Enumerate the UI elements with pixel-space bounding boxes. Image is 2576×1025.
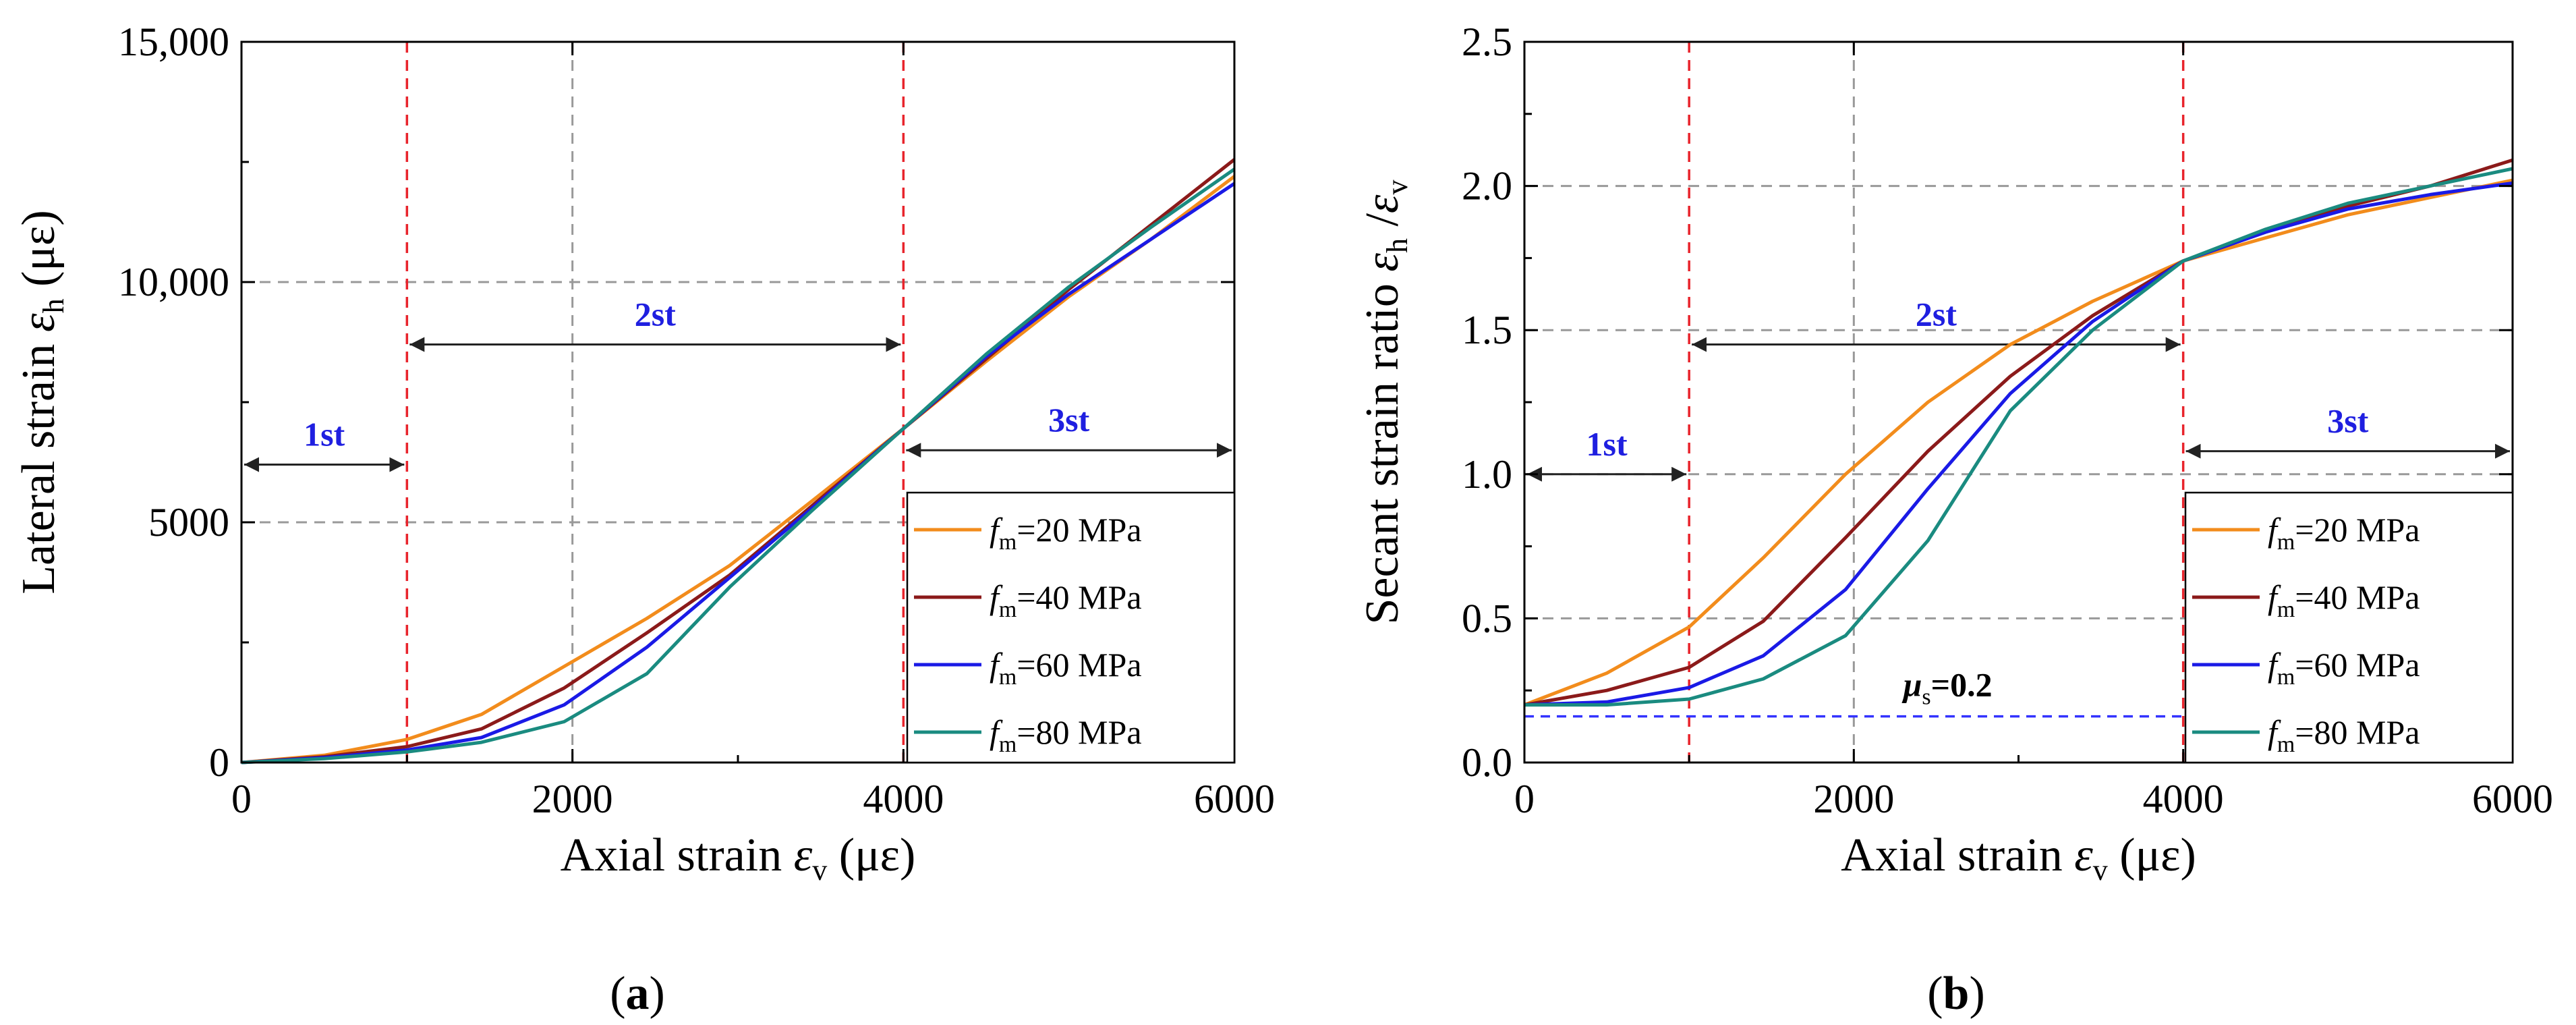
series-line <box>241 167 1236 765</box>
x-tick-label: 4000 <box>863 777 944 821</box>
y-axis-label-text: Lateral strain <box>13 332 65 594</box>
legend-entry-subscript: m <box>999 530 1017 555</box>
x-tick-label: 6000 <box>1194 777 1275 821</box>
x-axis-label: Axial strain εv (με) <box>561 829 916 887</box>
x-axis-label-unit: (με) <box>827 829 915 881</box>
x-axis-label: Axial strain εv (με) <box>1841 829 2196 887</box>
y-axis-label: Lateral strain εh (με) <box>13 210 70 594</box>
x-axis-label-subscript: v <box>2093 854 2108 887</box>
legend-entry-subscript: m <box>999 597 1017 622</box>
series-line <box>241 182 1236 765</box>
y-axis-label-subscript: h <box>1381 238 1414 253</box>
x-tick-label: 2000 <box>1813 777 1894 821</box>
x-axis-label-text: Axial strain <box>561 829 794 881</box>
series-line <box>1524 178 2513 707</box>
panel-b: μs=0.2 1st 2st 3st 0 2000 4000 6000 0.0 0.5 1.0 1.5… <box>1356 20 2553 1020</box>
stage-label: 2st <box>1916 296 1957 333</box>
legend-box <box>906 491 1236 764</box>
stage-label: 3st <box>2327 402 2368 440</box>
legend-entry: fm=80 MPa <box>2268 713 2420 757</box>
panel-a: 1st 2st 3st 0 2000 4000 6000 0 5000 10,000 15,000 A… <box>13 20 1275 1020</box>
x-axis-label-symbol: ε <box>794 829 813 881</box>
reference-value: =0.2 <box>1931 666 1993 704</box>
legend-entry-subscript: m <box>2277 665 2295 690</box>
y-axis-label-unit: (με) <box>13 210 65 298</box>
x-tick-label: 6000 <box>2472 777 2553 821</box>
legend-entry-text: =80 MPa <box>2295 713 2420 751</box>
panel-label-letter: b <box>1943 968 1970 1020</box>
y-tick-label: 0.5 <box>1462 596 1512 640</box>
stage-label: 1st <box>1586 425 1628 463</box>
x-axis-label-unit: (με) <box>2108 829 2196 881</box>
y-axis-label-symbol: ε <box>13 313 65 332</box>
legend-entry-subscript: m <box>2277 597 2295 622</box>
legend-entry-subscript: m <box>2277 732 2295 757</box>
legend-entry-text: =40 MPa <box>1017 578 1141 616</box>
y-tick-label: 2.0 <box>1462 164 1512 209</box>
stage-label: 3st <box>1048 401 1089 439</box>
panel-label-open: ( <box>1927 968 1943 1020</box>
y-axis-label-subscript: h <box>37 298 70 313</box>
series-line <box>241 175 1236 765</box>
y-axis-label-symbol-2: ε <box>1356 194 1408 213</box>
y-axis-label-divider: / <box>1356 213 1408 239</box>
x-axis-label-symbol: ε <box>2074 829 2093 881</box>
y-tick-label: 0 <box>209 740 229 785</box>
reference-symbol: μ <box>1901 666 1922 704</box>
series-line <box>1524 158 2513 707</box>
y-tick-label: 0.0 <box>1462 740 1512 785</box>
panel-label: (a) <box>610 968 665 1020</box>
x-tick-label: 0 <box>1514 777 1535 821</box>
series-line <box>241 158 1236 765</box>
panel-label-open: ( <box>610 968 625 1020</box>
x-tick-label: 4000 <box>2143 777 2224 821</box>
legend-entry-text: =20 MPa <box>1017 511 1141 549</box>
legend-entry-text: =60 MPa <box>2295 646 2420 684</box>
panel-label: (b) <box>1927 968 1985 1020</box>
legend-entry-text: =60 MPa <box>1017 646 1141 684</box>
x-axis-label-text: Axial strain <box>1841 829 2074 881</box>
panel-label-close: ) <box>650 968 665 1020</box>
y-tick-label: 2.5 <box>1462 20 1512 64</box>
x-tick-label: 0 <box>231 777 252 821</box>
legend-entry-text: =40 MPa <box>2295 578 2420 616</box>
panel-label-letter: a <box>626 968 650 1020</box>
y-tick-label: 15,000 <box>118 20 229 64</box>
stage-label: 2st <box>635 296 676 333</box>
x-axis-label-subscript: v <box>812 854 827 887</box>
y-tick-label: 10,000 <box>118 260 229 304</box>
y-axis-label-subscript-2: v <box>1381 179 1414 194</box>
legend-entry-subscript: m <box>999 732 1017 757</box>
series-line <box>1524 181 2513 707</box>
reference-subscript: s <box>1922 685 1930 710</box>
legend-entry-subscript: m <box>999 665 1017 690</box>
panel-label-close: ) <box>1969 968 1984 1020</box>
legend-entry-text: =20 MPa <box>2295 511 2420 549</box>
legend-entry: fm=20 MPa <box>2268 511 2420 555</box>
y-tick-label: 1.0 <box>1462 452 1512 497</box>
legend-entry: fm=60 MPa <box>990 646 1142 690</box>
legend-entry: fm=80 MPa <box>990 713 1142 757</box>
y-tick-label: 1.5 <box>1462 308 1512 352</box>
y-axis-label-symbol: ε <box>1356 253 1408 272</box>
y-tick-label: 5000 <box>148 500 229 545</box>
legend-entry: fm=20 MPa <box>990 511 1142 555</box>
legend-entry-subscript: m <box>2277 530 2295 555</box>
legend-entry-text: =80 MPa <box>1017 713 1141 751</box>
y-axis-label: Secant strain ratio εh /εv <box>1356 179 1414 624</box>
stage-label: 1st <box>304 416 345 453</box>
series-line <box>1524 167 2513 707</box>
reference-line-label: μs=0.2 <box>1901 666 1993 710</box>
y-axis-label-text: Secant strain ratio <box>1356 272 1408 625</box>
legend-entry: fm=40 MPa <box>990 578 1142 622</box>
x-tick-label: 2000 <box>532 777 613 821</box>
legend-box <box>2184 491 2514 764</box>
